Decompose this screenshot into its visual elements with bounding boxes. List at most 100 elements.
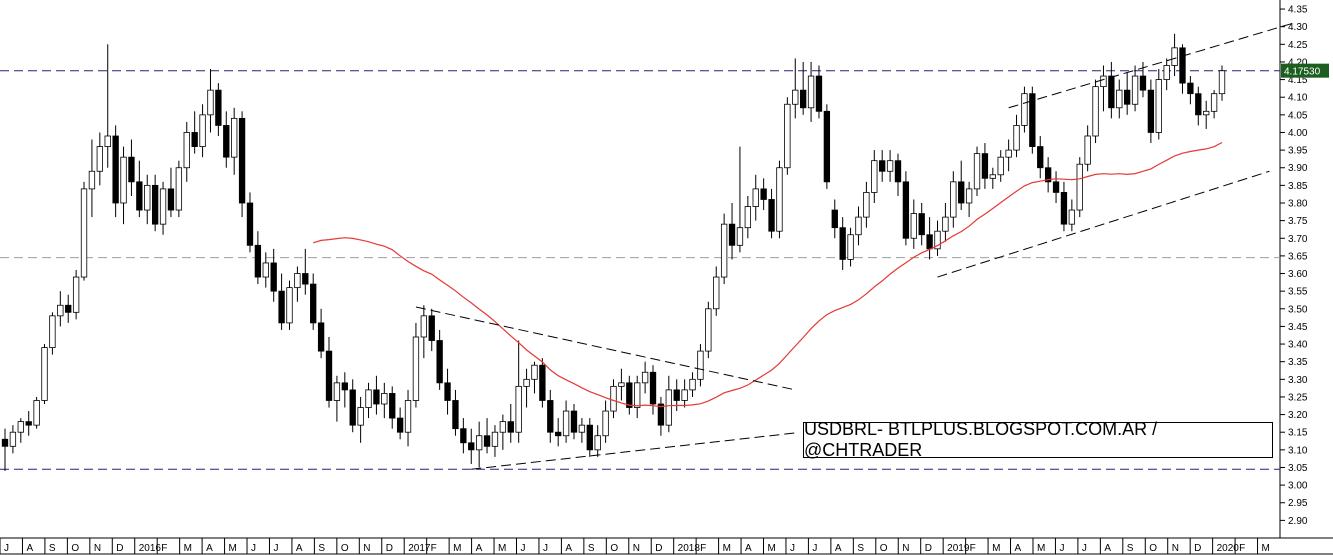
candle-body [349,389,356,426]
x-tick-label: J [520,543,525,554]
candle-body [436,340,443,384]
candle-body [1124,89,1131,105]
candle-body [1084,135,1091,165]
candle-body [452,400,459,430]
candle-body [926,234,933,250]
candle-body [159,188,167,225]
y-tick-label: 4.30 [1288,22,1308,33]
candle-body [80,188,88,278]
candle-body [555,431,562,437]
candle-body [1092,86,1099,137]
candle-body [420,315,428,338]
candle-body [270,262,277,292]
candle-body [373,389,380,405]
x-tick-label: D [116,543,123,554]
candle-body [175,167,183,211]
x-tick-label: M [498,543,506,554]
y-tick-label: 2.90 [1288,516,1308,527]
y-tick-label: 4.20 [1288,57,1308,68]
x-tick-label: O [880,543,888,554]
candle-body [626,382,633,408]
candle-body [1068,209,1076,225]
x-tick-label: M [992,543,1000,554]
x-tick-label: A [476,543,483,554]
candle-body [1044,167,1052,183]
x-tick-label: D [655,543,662,554]
candle-body [965,188,973,204]
candle-body [207,89,214,116]
candle-body [246,202,254,246]
candle-body [570,410,578,433]
candle-body [1052,181,1060,193]
candle-body [720,223,728,278]
x-tick-label: A [206,543,213,554]
candle-body [665,389,672,426]
candle-body [325,350,333,401]
candle-body [989,174,996,179]
x-tick-label: O [71,543,79,554]
candle-body [88,170,96,190]
candle-body [9,431,17,447]
y-tick-label: 3.40 [1288,340,1308,351]
candle-body [855,216,862,236]
candle-body [499,421,507,433]
candle-body [191,132,198,147]
x-tick-label: M [768,543,776,554]
candle-body [333,382,341,401]
candle-body [752,188,759,207]
candle-body [1139,75,1147,91]
candle-body [863,192,870,218]
candle-body [215,89,222,126]
candle-body [539,364,546,401]
x-tick-label: M [453,543,461,554]
candle-body [183,132,190,169]
candle-body [460,428,467,444]
x-tick-label: F [700,543,706,554]
x-tick-label: 2017 [408,543,431,554]
y-tick-label: 3.20 [1288,410,1308,421]
candle-body [942,216,949,232]
candle-body [689,378,696,391]
x-tick-label: J [1082,543,1087,554]
triangle-lower-trendline [471,432,796,470]
candle-body [468,442,475,451]
candle-body [1021,93,1028,126]
candle-body [728,223,736,246]
candle-body [515,385,522,433]
candle-body [871,160,878,193]
candle-body [144,184,151,211]
y-tick-label: 3.55 [1288,287,1308,298]
candle-body [886,160,894,172]
last-price-box [1281,63,1329,78]
candle-body [444,382,451,401]
y-tick-label: 3.90 [1288,163,1308,174]
candle-body [705,308,712,352]
x-tick-label: M [184,543,192,554]
candle-body [657,403,665,426]
candle-body [317,322,325,352]
candle-body [136,181,143,211]
candle-body [1203,110,1210,116]
candle-body [847,234,854,260]
triangle-upper-trendline [415,306,796,391]
candle-body [697,350,704,380]
y-tick-label: 3.30 [1288,375,1308,386]
candle-body [1131,75,1139,105]
y-tick-label: 3.95 [1288,146,1308,157]
candle-body [910,213,917,239]
candle-body [57,304,64,317]
candle-body [1171,47,1178,66]
x-tick-label: A [565,543,572,554]
candle-body [1210,93,1218,112]
y-tick-label: 3.70 [1288,234,1308,245]
candle-body [950,181,957,218]
y-tick-label: 3.10 [1288,445,1308,456]
candle-body [507,421,514,433]
candle-body [562,410,570,437]
candle-body [776,167,783,232]
x-tick-label: J [790,543,795,554]
candle-body [547,400,554,433]
candle-body [1187,82,1194,95]
candle-body [768,199,775,232]
